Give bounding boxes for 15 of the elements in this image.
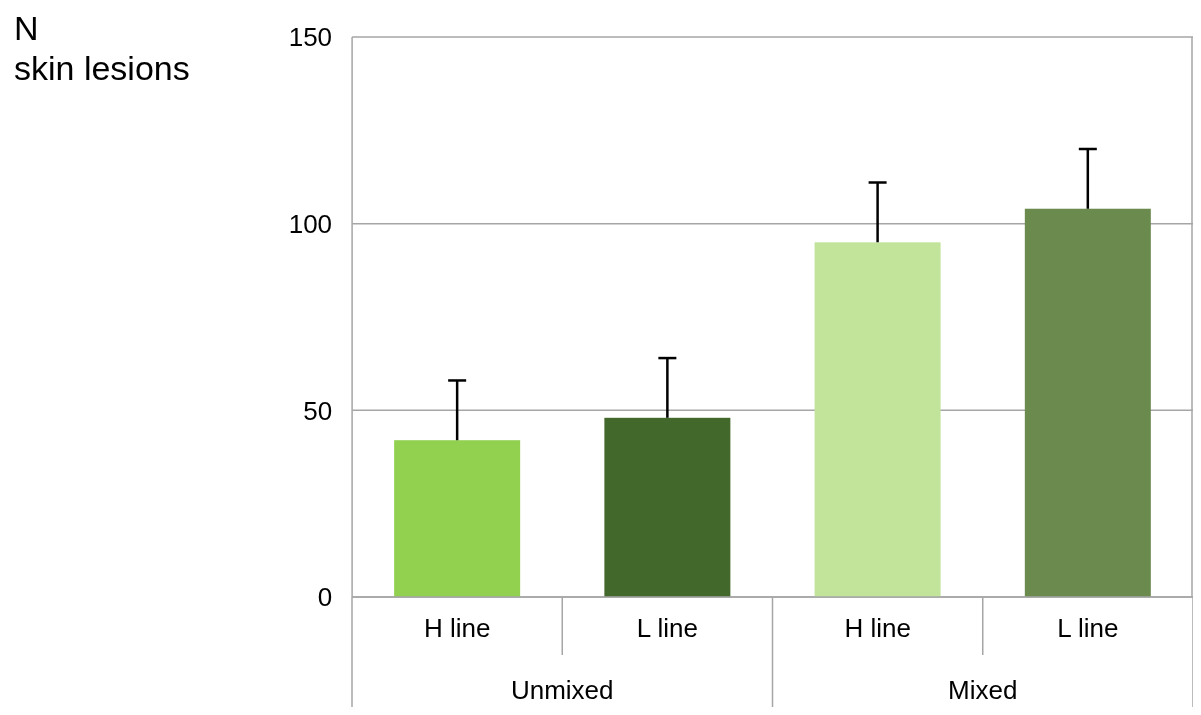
x-tick-label: L line	[1057, 613, 1119, 644]
text: Unmixed	[510, 675, 614, 705]
x-tick-label: L line	[636, 613, 699, 644]
x-tick-label: H line	[423, 613, 491, 644]
y-tick-label: 50	[303, 395, 333, 426]
bar	[1024, 208, 1151, 597]
y-axis-title: N skin lesions	[14, 8, 190, 88]
bar	[394, 440, 521, 597]
y-tick-label: 0	[317, 582, 333, 613]
x-tick-label: H line	[844, 613, 911, 644]
y-tick-label: 150	[288, 22, 333, 53]
y-tick-label: 100	[288, 208, 333, 239]
bar	[604, 417, 731, 597]
bar	[814, 242, 941, 597]
text: Mixed	[948, 675, 1018, 705]
